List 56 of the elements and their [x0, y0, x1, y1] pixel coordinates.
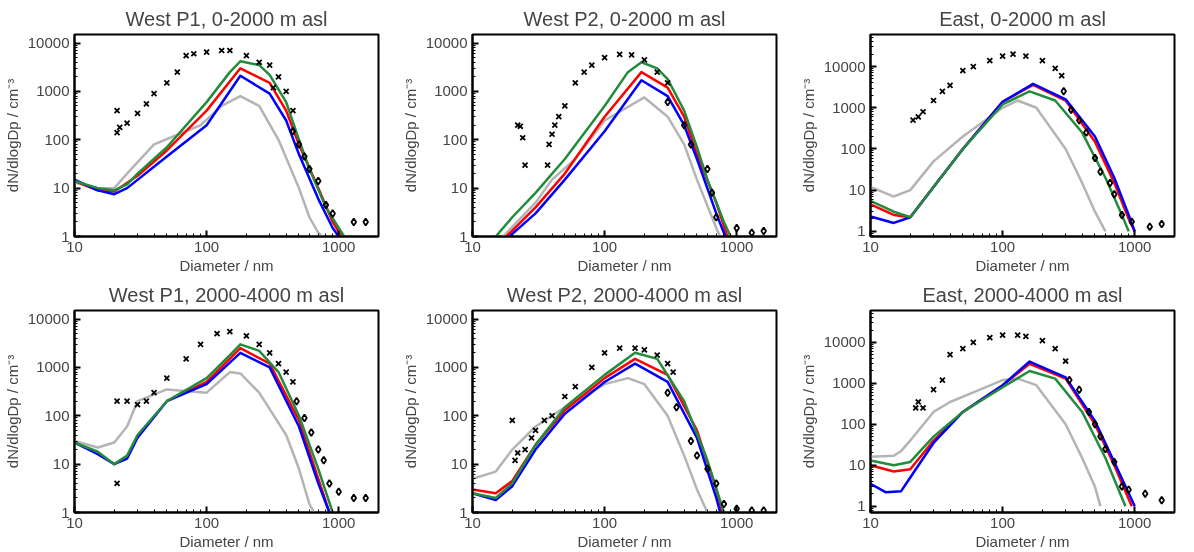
- x-tick-label: 1000: [322, 237, 356, 255]
- x-axis-title: Diameter / nm: [975, 532, 1070, 550]
- x-tick-label: 100: [592, 237, 618, 255]
- y-tick-label: 10000: [27, 310, 70, 328]
- x-axis-title: Diameter / nm: [975, 256, 1070, 274]
- y-tick-label: 100: [840, 139, 866, 157]
- y-tick-label: 1000: [36, 358, 70, 376]
- y-tick-label: 10000: [425, 310, 468, 328]
- x-axis-title: Diameter / nm: [179, 532, 274, 550]
- x-tick-label: 100: [990, 513, 1016, 531]
- y-tick-label: 1000: [832, 374, 866, 392]
- y-tick-label: 10000: [823, 333, 866, 351]
- y-tick-label: 100: [442, 406, 468, 424]
- x-tick-label: 1000: [1118, 237, 1152, 255]
- y-tick-label: 10: [52, 179, 70, 197]
- x-axis-title: Diameter / nm: [577, 532, 672, 550]
- y-tick-label: 10: [450, 179, 468, 197]
- y-tick-label: 10000: [823, 57, 866, 75]
- y-axis-title: dN/dlogDp / cm⁻³: [401, 354, 419, 469]
- y-tick-label: 100: [442, 130, 468, 148]
- y-tick-label: 10000: [425, 34, 468, 52]
- y-tick-label: 1000: [434, 358, 468, 376]
- y-tick-label: 1000: [36, 82, 70, 100]
- y-tick-label: 100: [840, 415, 866, 433]
- y-axis-title: dN/dlogDp / cm⁻³: [401, 78, 419, 193]
- y-tick-label: 10: [52, 455, 70, 473]
- x-tick-label: 100: [990, 237, 1016, 255]
- chart-title: East, 2000-4000 m asl: [922, 283, 1123, 306]
- y-tick-label: 1: [857, 497, 866, 515]
- y-tick-label: 1: [857, 222, 866, 240]
- x-tick-label: 1000: [720, 513, 754, 531]
- chart-title: East, 0-2000 m asl: [939, 7, 1106, 30]
- y-tick-label: 10000: [27, 34, 70, 52]
- y-tick-label: 100: [44, 406, 70, 424]
- y-axis-title: dN/dlogDp / cm⁻³: [3, 354, 21, 469]
- y-tick-label: 1000: [434, 82, 468, 100]
- y-tick-label: 100: [44, 130, 70, 148]
- chart-title: West P2, 2000-4000 m asl: [506, 283, 743, 306]
- y-tick-label: 10: [848, 456, 866, 474]
- x-tick-label: 100: [194, 513, 220, 531]
- chart-title: West P2, 0-2000 m asl: [523, 7, 726, 30]
- y-tick-label: 1000: [832, 98, 866, 116]
- y-tick-label: 10: [848, 181, 866, 199]
- x-tick-label: 100: [592, 513, 618, 531]
- chart-title: West P1, 2000-4000 m asl: [108, 283, 345, 306]
- x-axis-title: Diameter / nm: [179, 256, 274, 274]
- x-tick-label: 1000: [720, 237, 754, 255]
- y-tick-label: 10: [450, 455, 468, 473]
- x-axis-title: Diameter / nm: [577, 256, 672, 274]
- x-tick-label: 1000: [322, 513, 356, 531]
- chart-title: West P1, 0-2000 m asl: [125, 7, 328, 30]
- y-axis-title: dN/dlogDp / cm⁻³: [799, 354, 817, 469]
- y-axis-title: dN/dlogDp / cm⁻³: [799, 78, 817, 193]
- x-tick-label: 100: [194, 237, 220, 255]
- x-tick-label: 1000: [1118, 513, 1152, 531]
- y-axis-title: dN/dlogDp / cm⁻³: [3, 78, 21, 193]
